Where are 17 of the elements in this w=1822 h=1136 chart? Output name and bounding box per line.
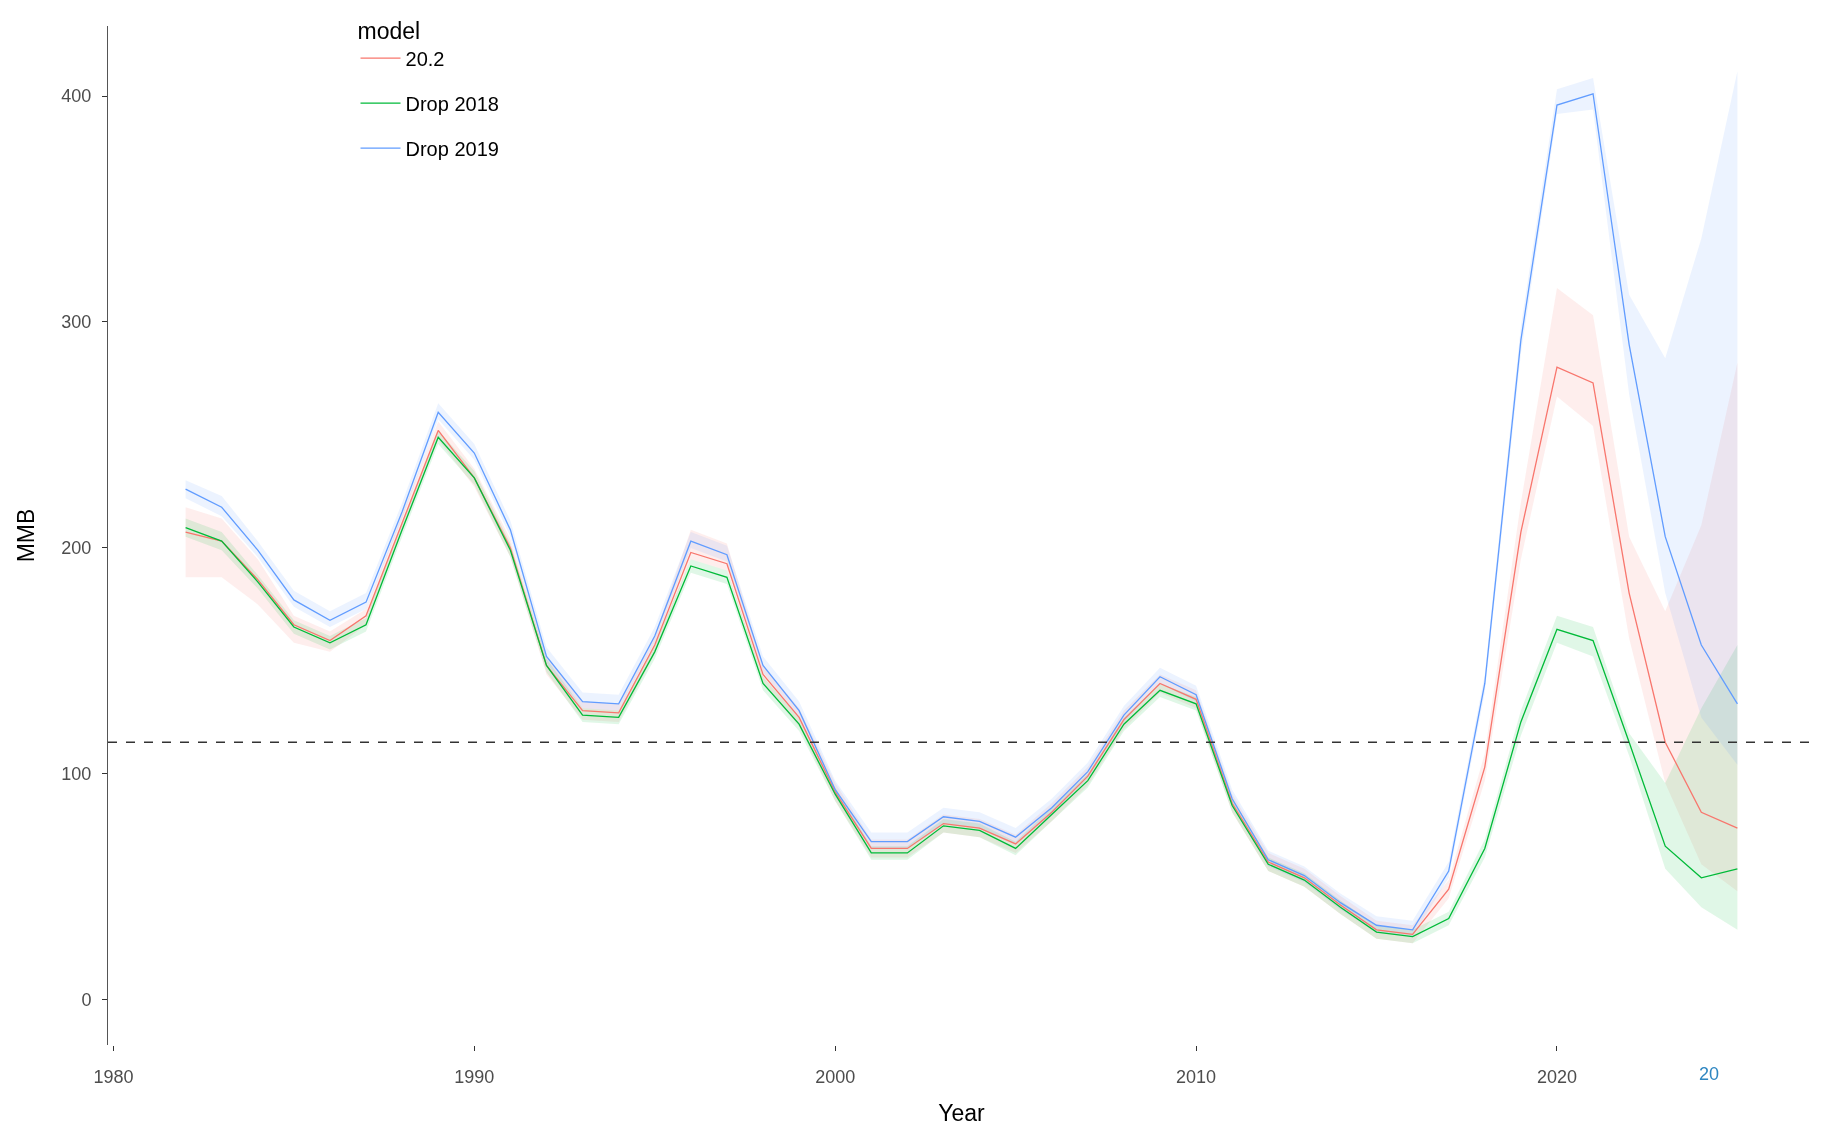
y-tick-label: 200 [61,538,92,559]
x-tick-label: 2010 [1176,1066,1217,1087]
y-tick-label: 400 [61,86,92,107]
text: 20 [1699,1064,1720,1084]
x-tick-label: 1980 [93,1066,134,1087]
x-tick-label: 1990 [454,1066,495,1087]
legend-label: 20.2 [405,47,445,70]
x-tick-label: 2000 [815,1066,856,1087]
legend-title: model [357,17,421,44]
x-tick-label: 2020 [1536,1066,1577,1087]
y-tick-label: 300 [61,312,92,333]
y-axis-title: MMB [12,508,39,563]
y-tick-label: 0 [81,990,92,1011]
y-tick-label: 100 [61,764,92,785]
x-axis-title: Year [938,1100,986,1127]
legend-label: Drop 2019 [405,137,499,160]
legend-label: Drop 2018 [405,92,499,115]
